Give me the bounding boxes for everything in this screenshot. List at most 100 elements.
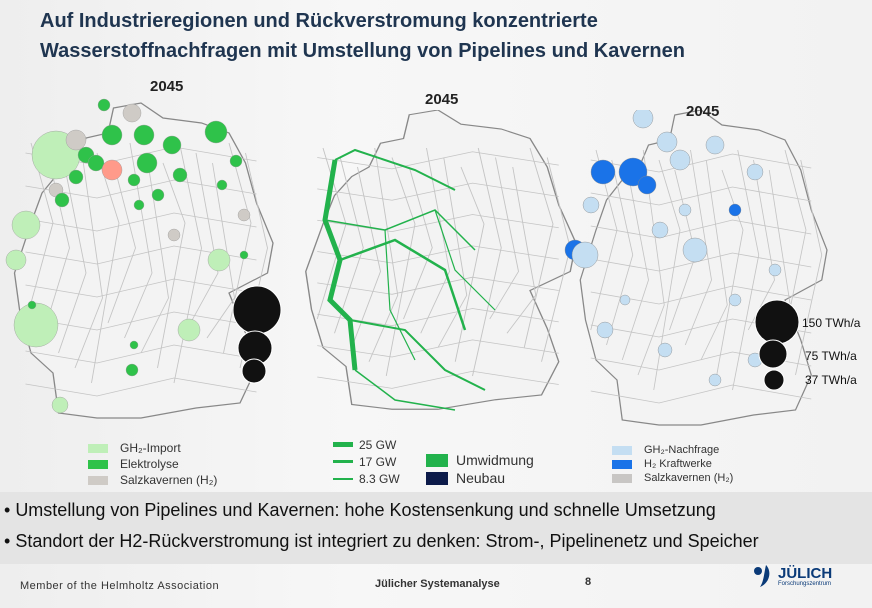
bubble [151,188,165,202]
footer-helmholtz: Member of the Helmholtz Association [20,580,220,592]
region-border [385,157,416,377]
swatch-kraftwerke [612,459,632,469]
bubble [133,124,155,146]
bullet-text: Umstellung von Pipelines und Kavernen: h… [15,500,716,520]
pipeline [334,148,456,191]
swatch-import [88,443,108,453]
bubble [768,263,782,277]
region-border [58,162,87,354]
region-border [157,162,186,369]
line-25gw [333,442,353,447]
region-border [25,212,257,232]
size-scale-bubble [232,285,282,335]
map-h2-supply [5,98,282,419]
bubble [97,98,111,112]
title-line-1: Auf Industrieregionen und Rückverstromun… [40,10,598,32]
region-border [317,370,559,389]
pipeline [324,209,476,251]
region-border [107,162,136,324]
bubble [596,321,614,339]
legend-label: 25 GW [359,437,397,452]
germany-outline [579,110,828,426]
region-border [472,147,502,377]
legend-label: Salzkavernen (H₂) [644,472,734,484]
bubble [177,318,201,342]
region-border [684,149,712,346]
size-scale-bubble [754,299,800,345]
bubble [582,196,600,214]
pipeline [434,209,496,311]
region-border [795,159,823,376]
region-border [523,147,554,348]
size-scale-bubble [241,358,267,384]
slide-title: Auf Industrieregionen und Rückverstromun… [40,6,685,66]
region-border [489,157,519,320]
region-border [317,276,559,295]
pipeline [349,319,486,391]
region-border [317,245,559,264]
region-border [317,214,559,232]
bubble [122,103,142,123]
region-border [437,157,468,348]
region-border [590,186,812,206]
map-h2-demand [564,110,828,426]
legend-map1: GH₂-Import Elektrolyse Salzkavernen (H₂) [88,440,217,488]
swatch-umwidmung [426,453,448,467]
region-border [403,166,433,320]
region-border [140,152,169,354]
swatch-kavernen [612,473,632,483]
legend-label: H₂ Kraftwerke [644,458,712,470]
region-border [700,159,728,361]
bullet-1: • Umstellung von Pipelines und Kavernen:… [4,500,716,520]
region-border [334,157,364,334]
legend-map2-types: Umwidmung Neubau [426,451,534,487]
scale-label-75: 75 TWh/a [805,349,857,363]
footer-center: Jülicher Systemanalyse [375,578,500,590]
bullet-band [0,492,872,564]
line-17gw [333,460,353,463]
country-border [579,110,828,426]
bubble [54,192,70,208]
bubble [632,110,654,129]
bubble [172,167,188,183]
bubble [669,149,691,171]
bubble [571,241,599,269]
bubble [239,250,249,260]
region-border [653,159,681,391]
bubble [651,221,669,239]
bubble [87,154,105,172]
bubble [618,157,648,187]
bubble [656,131,678,153]
legend-label: Umwidmung [456,452,534,468]
swatch-neubau [426,471,448,485]
country-border [305,110,577,410]
region-border [454,166,485,362]
bubble [237,208,251,222]
size-scale-bubble [758,339,788,369]
region-border [590,219,812,239]
legend-label: 17 GW [359,454,397,469]
bullet-text: Standort der H2-Rückverstromung ist inte… [15,531,759,551]
legend-map2-lines: 25 GW 17 GW 8.3 GW [333,436,400,487]
region-border [190,152,219,324]
juelich-logo-icon [754,565,770,587]
bubble [637,175,657,195]
region-border [716,169,744,376]
pipeline [339,238,467,331]
legend-label: GH₂-Nachfrage [644,444,720,456]
bubble [27,300,37,310]
bubble [68,169,84,185]
bubble [11,210,41,240]
map1-year: 2045 [150,78,184,95]
pipeline [322,159,358,371]
bubble [216,179,228,191]
bubble [657,342,673,358]
bullet-2: • Standort der H2-Rückverstromung ist in… [4,531,759,551]
region-border [506,166,537,334]
bubble [204,120,228,144]
line-8gw [333,477,353,480]
bubble [167,228,181,242]
region-border [590,384,812,404]
bubble [125,363,139,377]
